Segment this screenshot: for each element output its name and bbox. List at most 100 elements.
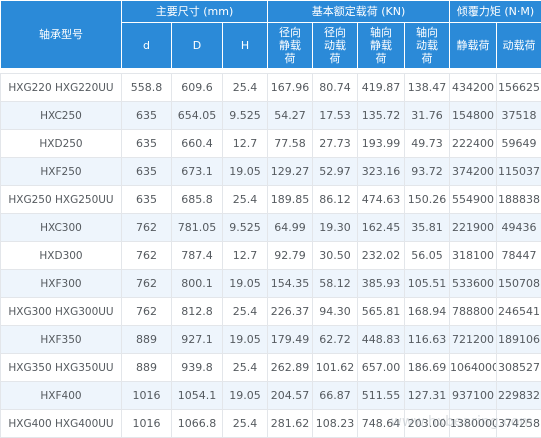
cell-moment-static: 221900 <box>450 214 497 242</box>
cell-d: 635 <box>122 130 172 158</box>
cell-H: 19.05 <box>223 158 268 186</box>
cell-axial-static: 232.02 <box>358 242 405 270</box>
cell-moment-static: 533600 <box>450 270 497 298</box>
cell-model: HXF400 <box>1 382 122 410</box>
cell-model: HXC300 <box>1 214 122 242</box>
cell-radial-dynamic: 66.87 <box>313 382 358 410</box>
cell-moment-dynamic: 188838 <box>497 186 541 214</box>
cell-axial-dynamic: 138.47 <box>405 74 450 102</box>
cell-radial-dynamic: 58.12 <box>313 270 358 298</box>
cell-H: 19.05 <box>223 270 268 298</box>
cell-axial-dynamic: 127.31 <box>405 382 450 410</box>
cell-radial-static: 189.85 <box>268 186 313 214</box>
dims-group-header: 主要尺寸 (mm) <box>122 1 268 23</box>
col-H-header: H <box>223 23 268 69</box>
cell-D-outer: 812.8 <box>172 298 223 326</box>
col-moment-dynamic-header: 动载荷 <box>497 23 541 69</box>
cell-axial-dynamic: 116.63 <box>405 326 450 354</box>
col-axial-dynamic-header: 轴向 动载 荷 <box>405 23 450 69</box>
cell-H: 25.4 <box>223 186 268 214</box>
cell-radial-dynamic: 101.62 <box>313 354 358 382</box>
cell-radial-dynamic: 80.74 <box>313 74 358 102</box>
cell-axial-static: 448.83 <box>358 326 405 354</box>
cell-model: HXG220 HXG220UU <box>1 74 122 102</box>
cell-radial-static: 92.79 <box>268 242 313 270</box>
cell-axial-static: 323.16 <box>358 158 405 186</box>
cell-d: 635 <box>122 186 172 214</box>
cell-D-outer: 787.4 <box>172 242 223 270</box>
cell-d: 635 <box>122 102 172 130</box>
cell-model: HXF350 <box>1 326 122 354</box>
cell-D-outer: 654.05 <box>172 102 223 130</box>
cell-radial-static: 64.99 <box>268 214 313 242</box>
load-group-header: 基本额定载荷 (KN) <box>268 1 450 23</box>
cell-radial-static: 179.49 <box>268 326 313 354</box>
cell-axial-dynamic: 93.72 <box>405 158 450 186</box>
cell-H: 9.525 <box>223 214 268 242</box>
col-radial-dynamic-header: 径向 动载 荷 <box>313 23 358 69</box>
cell-radial-static: 54.27 <box>268 102 313 130</box>
cell-radial-dynamic: 52.97 <box>313 158 358 186</box>
cell-axial-dynamic: 186.69 <box>405 354 450 382</box>
cell-D-outer: 673.1 <box>172 158 223 186</box>
cell-radial-static: 281.62 <box>268 410 313 438</box>
cell-H: 12.7 <box>223 130 268 158</box>
cell-axial-static: 162.45 <box>358 214 405 242</box>
cell-axial-dynamic: 168.94 <box>405 298 450 326</box>
cell-model: HXG250 HXG250UU <box>1 186 122 214</box>
cell-radial-dynamic: 27.73 <box>313 130 358 158</box>
cell-radial-dynamic: 30.50 <box>313 242 358 270</box>
moment-group-header: 倾覆力矩 (N·M) <box>450 1 541 23</box>
cell-radial-static: 262.89 <box>268 354 313 382</box>
cell-d: 889 <box>122 354 172 382</box>
cell-D-outer: 927.1 <box>172 326 223 354</box>
cell-H: 25.4 <box>223 410 268 438</box>
cell-radial-static: 204.57 <box>268 382 313 410</box>
col-d-header: d <box>122 23 172 69</box>
cell-H: 25.4 <box>223 74 268 102</box>
cell-moment-dynamic: 49436 <box>497 214 541 242</box>
cell-radial-dynamic: 108.23 <box>313 410 358 438</box>
cell-model: HXD300 <box>1 242 122 270</box>
cell-D-outer: 685.8 <box>172 186 223 214</box>
cell-moment-dynamic: 308527 <box>497 354 541 382</box>
cell-axial-dynamic: 56.05 <box>405 242 450 270</box>
cell-radial-dynamic: 94.30 <box>313 298 358 326</box>
col-radial-static-header: 径向 静载 荷 <box>268 23 313 69</box>
cell-axial-static: 565.81 <box>358 298 405 326</box>
cell-H: 12.7 <box>223 242 268 270</box>
cell-d: 762 <box>122 270 172 298</box>
cell-moment-static: 554900 <box>450 186 497 214</box>
cell-model: HXG300 HXG300UU <box>1 298 122 326</box>
cell-moment-dynamic: 78447 <box>497 242 541 270</box>
cell-moment-dynamic: 115037 <box>497 158 541 186</box>
cell-moment-dynamic: 246541 <box>497 298 541 326</box>
cell-axial-static: 419.87 <box>358 74 405 102</box>
cell-d: 762 <box>122 214 172 242</box>
cell-axial-dynamic: 35.81 <box>405 214 450 242</box>
cell-radial-dynamic: 19.30 <box>313 214 358 242</box>
watermark: www.hxbearing.com <box>390 414 533 430</box>
cell-axial-static: 657.00 <box>358 354 405 382</box>
cell-H: 9.525 <box>223 102 268 130</box>
cell-moment-dynamic: 37518 <box>497 102 541 130</box>
cell-moment-static: 1064000 <box>450 354 497 382</box>
col-axial-static-header: 轴向 静载 荷 <box>358 23 405 69</box>
cell-D-outer: 660.4 <box>172 130 223 158</box>
cell-moment-dynamic: 156625 <box>497 74 541 102</box>
cell-moment-static: 788800 <box>450 298 497 326</box>
cell-model: HXD250 <box>1 130 122 158</box>
cell-moment-dynamic: 229832 <box>497 382 541 410</box>
cell-model: HXC250 <box>1 102 122 130</box>
cell-D-outer: 800.1 <box>172 270 223 298</box>
col-model-header: 轴承型号 <box>1 1 122 69</box>
cell-axial-static: 474.63 <box>358 186 405 214</box>
col-moment-static-header: 静载荷 <box>450 23 497 69</box>
cell-moment-static: 937100 <box>450 382 497 410</box>
cell-d: 558.8 <box>122 74 172 102</box>
